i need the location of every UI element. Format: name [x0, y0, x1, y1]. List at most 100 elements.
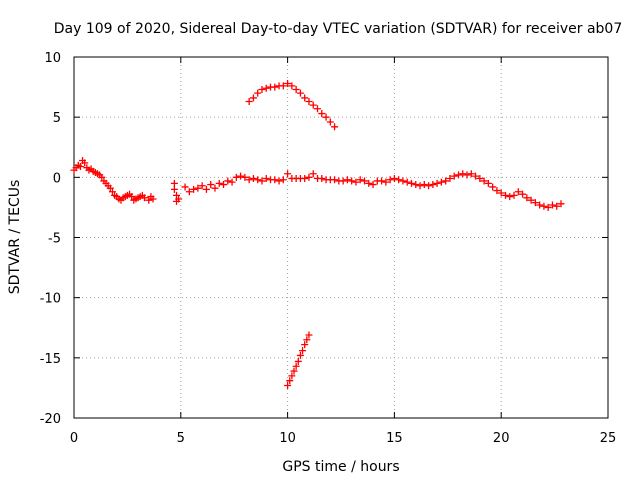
data-point: [181, 183, 189, 191]
data-point: [271, 83, 279, 91]
data-point: [299, 347, 307, 355]
data-point: [536, 201, 544, 209]
x-tick-label: 20: [493, 431, 510, 446]
data-point: [331, 123, 339, 131]
y-tick-labels: 10 5 0 -5 -10 -15 -20: [40, 51, 61, 427]
data-point: [249, 175, 257, 183]
data-point: [540, 202, 548, 210]
data-point: [459, 170, 467, 178]
data-point: [309, 101, 317, 109]
data-point: [519, 190, 527, 198]
y-tick-label: -5: [48, 232, 61, 247]
data-point: [450, 172, 458, 180]
data-point: [140, 194, 148, 202]
data-point: [429, 181, 437, 189]
data-point: [288, 82, 296, 90]
y-tick-label: -20: [40, 412, 61, 427]
data-point: [145, 196, 153, 204]
data-point: [553, 202, 561, 210]
data-point: [506, 193, 514, 201]
data-point: [416, 182, 424, 190]
data-point: [378, 177, 386, 185]
data-point: [356, 176, 364, 184]
data-point: [241, 173, 249, 181]
data-point: [303, 336, 311, 344]
data-point: [467, 170, 475, 178]
data-point: [190, 185, 198, 193]
data-point: [211, 184, 219, 192]
data-point: [544, 203, 552, 211]
data-point: [258, 85, 266, 93]
data-point: [279, 82, 287, 90]
data-point: [489, 183, 497, 191]
data-point: [170, 185, 178, 193]
data-point: [284, 170, 292, 178]
data-point: [365, 179, 373, 187]
data-point: [480, 177, 488, 185]
data-point: [237, 172, 245, 180]
data-point: [207, 181, 215, 189]
x-tick-label: 0: [70, 431, 78, 446]
x-axis-label: GPS time / hours: [282, 459, 399, 475]
data-point: [318, 175, 326, 183]
data-point: [472, 172, 480, 180]
series-main_band: [70, 156, 565, 211]
data-point: [271, 176, 279, 184]
series-lower_segment: [284, 331, 313, 390]
data-point: [292, 85, 300, 93]
data-point: [108, 188, 116, 196]
data-point: [339, 177, 347, 185]
data-point: [433, 179, 441, 187]
data-point: [301, 341, 309, 349]
data-point: [343, 176, 351, 184]
data-point: [292, 362, 300, 370]
data-point: [245, 98, 253, 106]
data-point: [399, 177, 407, 185]
data-point: [296, 89, 304, 97]
data-point: [395, 176, 403, 184]
data-point: [463, 171, 471, 179]
data-point: [514, 188, 522, 196]
data-point: [249, 94, 257, 102]
data-point: [493, 187, 501, 195]
data-point: [326, 118, 334, 126]
data-point: [202, 185, 210, 193]
data-point: [531, 199, 539, 207]
x-tick-labels: 0 5 10 15 20 25: [70, 431, 616, 446]
data-point: [215, 179, 223, 187]
data-point: [484, 179, 492, 187]
data-point: [501, 191, 509, 199]
y-tick-label: -15: [40, 352, 61, 367]
series-upper_arc: [245, 79, 339, 131]
data-point: [403, 178, 411, 186]
data-point: [286, 377, 294, 385]
data-point: [245, 176, 253, 184]
data-point: [322, 113, 330, 121]
data-point: [275, 177, 283, 185]
data-point: [224, 177, 232, 185]
data-point: [296, 351, 304, 359]
x-tick-label: 15: [386, 431, 403, 446]
data-point: [288, 372, 296, 380]
data-point: [301, 94, 309, 102]
data-point: [232, 173, 240, 181]
data-point: [185, 188, 193, 196]
data-point: [254, 89, 262, 97]
data-point: [331, 176, 339, 184]
y-tick-label: 5: [53, 111, 61, 126]
data-point: [98, 173, 106, 181]
x-tick-label: 25: [600, 431, 617, 446]
chart-title: Day 109 of 2020, Sidereal Day-to-day VTE…: [54, 21, 623, 37]
data-point: [301, 175, 309, 183]
data-point: [294, 357, 302, 365]
data-point: [348, 177, 356, 185]
data-point: [220, 181, 228, 189]
data-point: [510, 191, 518, 199]
data-point: [442, 177, 450, 185]
data-point: [262, 175, 270, 183]
data-point: [412, 181, 420, 189]
data-point: [149, 195, 157, 203]
data-point: [497, 189, 505, 197]
data-point: [369, 181, 377, 189]
